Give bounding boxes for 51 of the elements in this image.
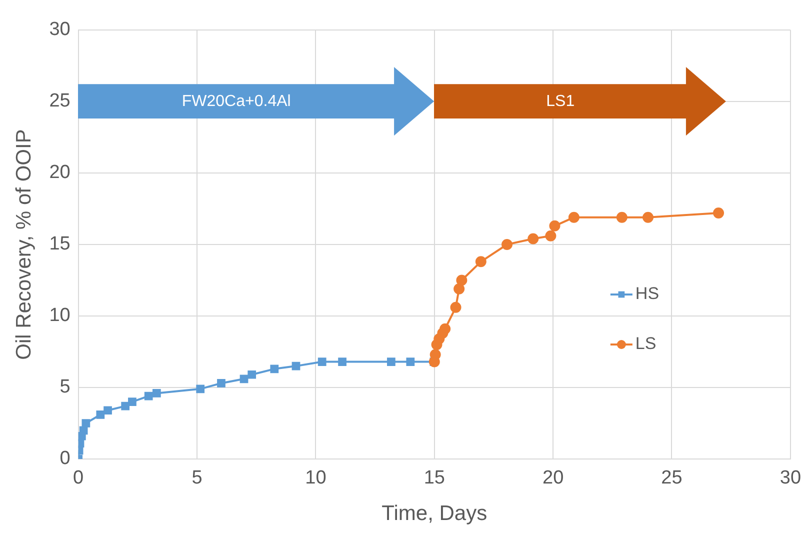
y-tick-label: 10 [49, 305, 70, 326]
x-tick-label: 5 [192, 468, 202, 489]
x-axis-title: Time, Days [382, 502, 488, 526]
point [528, 233, 539, 244]
point [713, 208, 724, 219]
point [128, 398, 136, 406]
legend-label: LS [635, 334, 656, 354]
legend-label: HS [635, 284, 660, 304]
point [152, 389, 161, 398]
point [545, 230, 556, 242]
point [318, 358, 326, 366]
point [144, 392, 153, 400]
point [502, 239, 513, 250]
point [456, 274, 468, 286]
x-tick-label: 0 [73, 468, 84, 489]
annotation: LS1 [546, 92, 575, 110]
point [430, 349, 441, 360]
point [475, 256, 486, 268]
point [440, 323, 451, 334]
point [387, 358, 396, 366]
x-tick-label: 25 [661, 468, 682, 489]
x-tick-label: 30 [780, 468, 802, 489]
point [450, 302, 462, 313]
annotation: FW20Ca+0.4Al [182, 92, 291, 110]
point [240, 374, 248, 384]
point [292, 362, 300, 370]
point [196, 384, 205, 394]
point [454, 283, 465, 294]
x-tick-label: 15 [424, 468, 445, 489]
point [104, 406, 112, 415]
y-tick-label: 15 [49, 234, 70, 255]
x-tick-label: 10 [305, 468, 326, 489]
y-axis-title: Oil Recovery, % of OOIP [12, 129, 36, 360]
point [338, 358, 346, 366]
y-tick-label: 25 [49, 90, 70, 112]
point [217, 379, 226, 388]
y-tick-label: 5 [60, 376, 70, 398]
point [549, 220, 560, 232]
point [406, 358, 415, 366]
point [248, 370, 256, 379]
point [82, 419, 90, 428]
point [121, 402, 130, 410]
y-tick-label: 0 [60, 448, 70, 470]
y-tick-label: 30 [49, 19, 70, 40]
point [642, 212, 654, 223]
point [270, 364, 279, 374]
y-tick-label: 20 [49, 162, 70, 184]
point [568, 212, 580, 223]
x-tick-label: 20 [542, 468, 564, 489]
point [96, 410, 105, 419]
point [616, 212, 628, 223]
